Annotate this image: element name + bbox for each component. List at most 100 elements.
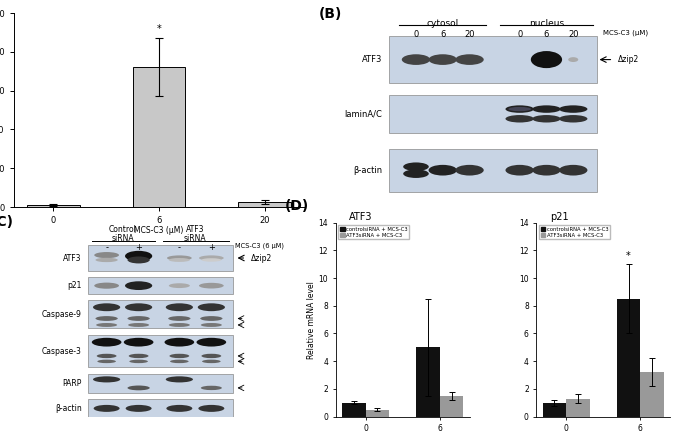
Ellipse shape	[126, 405, 152, 412]
Legend: controlsiRNA + MCS-C3, ATF3siRNA + MCS-C3: controlsiRNA + MCS-C3, ATF3siRNA + MCS-C…	[338, 225, 410, 240]
Ellipse shape	[508, 107, 531, 111]
Y-axis label: Relative mRNA level: Relative mRNA level	[307, 281, 315, 358]
Text: ATF3: ATF3	[349, 212, 372, 222]
Ellipse shape	[93, 376, 121, 382]
Ellipse shape	[127, 316, 150, 321]
Ellipse shape	[531, 51, 562, 68]
Ellipse shape	[202, 258, 221, 262]
Ellipse shape	[125, 303, 152, 311]
Ellipse shape	[456, 54, 484, 65]
Ellipse shape	[196, 338, 226, 347]
Ellipse shape	[200, 316, 223, 321]
Text: 0: 0	[414, 30, 418, 39]
Ellipse shape	[92, 338, 121, 347]
Ellipse shape	[202, 360, 221, 363]
Ellipse shape	[559, 105, 588, 113]
Text: Control
siRNA: Control siRNA	[109, 224, 137, 243]
Text: (C): (C)	[0, 215, 14, 229]
Text: β-actin: β-actin	[55, 404, 82, 413]
Text: PARP: PARP	[62, 379, 82, 388]
Text: ATF3: ATF3	[362, 55, 383, 64]
Text: Δzip2: Δzip2	[250, 253, 272, 263]
Ellipse shape	[568, 57, 578, 62]
Bar	[342, 403, 366, 417]
Ellipse shape	[124, 338, 154, 347]
Text: β-actin: β-actin	[353, 166, 383, 175]
Text: cytosol: cytosol	[427, 19, 459, 28]
Text: nucleus: nucleus	[529, 19, 564, 28]
Ellipse shape	[94, 283, 119, 289]
Text: +: +	[135, 243, 142, 252]
Ellipse shape	[199, 255, 223, 261]
Ellipse shape	[506, 105, 534, 113]
Bar	[88, 335, 233, 367]
Bar	[27, 205, 80, 207]
Text: 6: 6	[440, 30, 445, 39]
Bar	[566, 398, 590, 417]
Bar	[617, 299, 640, 417]
Ellipse shape	[532, 105, 561, 113]
Ellipse shape	[93, 405, 120, 412]
Ellipse shape	[201, 386, 222, 390]
Ellipse shape	[169, 354, 190, 358]
Text: 6: 6	[544, 30, 549, 39]
Bar	[389, 149, 596, 191]
Bar	[416, 347, 439, 417]
Text: 0: 0	[517, 30, 523, 39]
Ellipse shape	[127, 385, 150, 390]
Bar	[640, 372, 664, 417]
Ellipse shape	[168, 316, 190, 321]
Ellipse shape	[167, 405, 192, 412]
Text: p21: p21	[68, 281, 82, 290]
Text: p21: p21	[550, 212, 569, 222]
Text: Caspase-9: Caspase-9	[42, 310, 82, 319]
Text: *: *	[626, 250, 631, 261]
Bar	[88, 300, 233, 329]
Ellipse shape	[559, 165, 588, 175]
Ellipse shape	[94, 252, 119, 258]
Bar	[88, 399, 233, 418]
Ellipse shape	[96, 323, 117, 327]
Bar	[88, 374, 233, 393]
Ellipse shape	[169, 323, 190, 327]
Ellipse shape	[125, 251, 152, 261]
Ellipse shape	[167, 255, 192, 261]
Ellipse shape	[95, 316, 118, 321]
Text: MCS-C3 (6 μM): MCS-C3 (6 μM)	[235, 243, 284, 250]
Ellipse shape	[202, 354, 221, 358]
Ellipse shape	[127, 256, 150, 263]
Text: (D): (D)	[285, 199, 309, 213]
Bar	[542, 403, 566, 417]
Ellipse shape	[456, 165, 484, 175]
Legend: controlsiRNA + MCS-C3, ATF3siRNA + MCS-C3: controlsiRNA + MCS-C3, ATF3siRNA + MCS-C…	[539, 225, 610, 240]
Text: MCS-C3 (μM): MCS-C3 (μM)	[603, 30, 649, 36]
Ellipse shape	[198, 405, 224, 412]
Bar	[88, 245, 233, 271]
Ellipse shape	[429, 165, 457, 175]
Ellipse shape	[532, 165, 561, 175]
Ellipse shape	[166, 376, 193, 382]
Ellipse shape	[165, 338, 194, 347]
Ellipse shape	[199, 283, 223, 289]
Bar	[439, 396, 464, 417]
Bar	[389, 95, 596, 133]
Ellipse shape	[506, 165, 534, 175]
Bar	[133, 67, 185, 207]
Bar	[366, 410, 389, 417]
Text: -: -	[105, 243, 108, 252]
Ellipse shape	[403, 169, 429, 178]
Text: 20: 20	[464, 30, 475, 39]
Text: -: -	[178, 243, 181, 252]
Ellipse shape	[128, 323, 149, 327]
Ellipse shape	[97, 354, 116, 358]
Text: 20: 20	[568, 30, 578, 39]
Ellipse shape	[125, 281, 152, 290]
X-axis label: MCS-C3 (μM): MCS-C3 (μM)	[134, 227, 183, 236]
Ellipse shape	[95, 258, 118, 262]
Ellipse shape	[97, 360, 116, 363]
Bar	[88, 277, 233, 294]
Ellipse shape	[532, 115, 561, 122]
Ellipse shape	[506, 115, 534, 122]
Text: Δzip2: Δzip2	[618, 55, 640, 64]
Ellipse shape	[93, 303, 121, 311]
